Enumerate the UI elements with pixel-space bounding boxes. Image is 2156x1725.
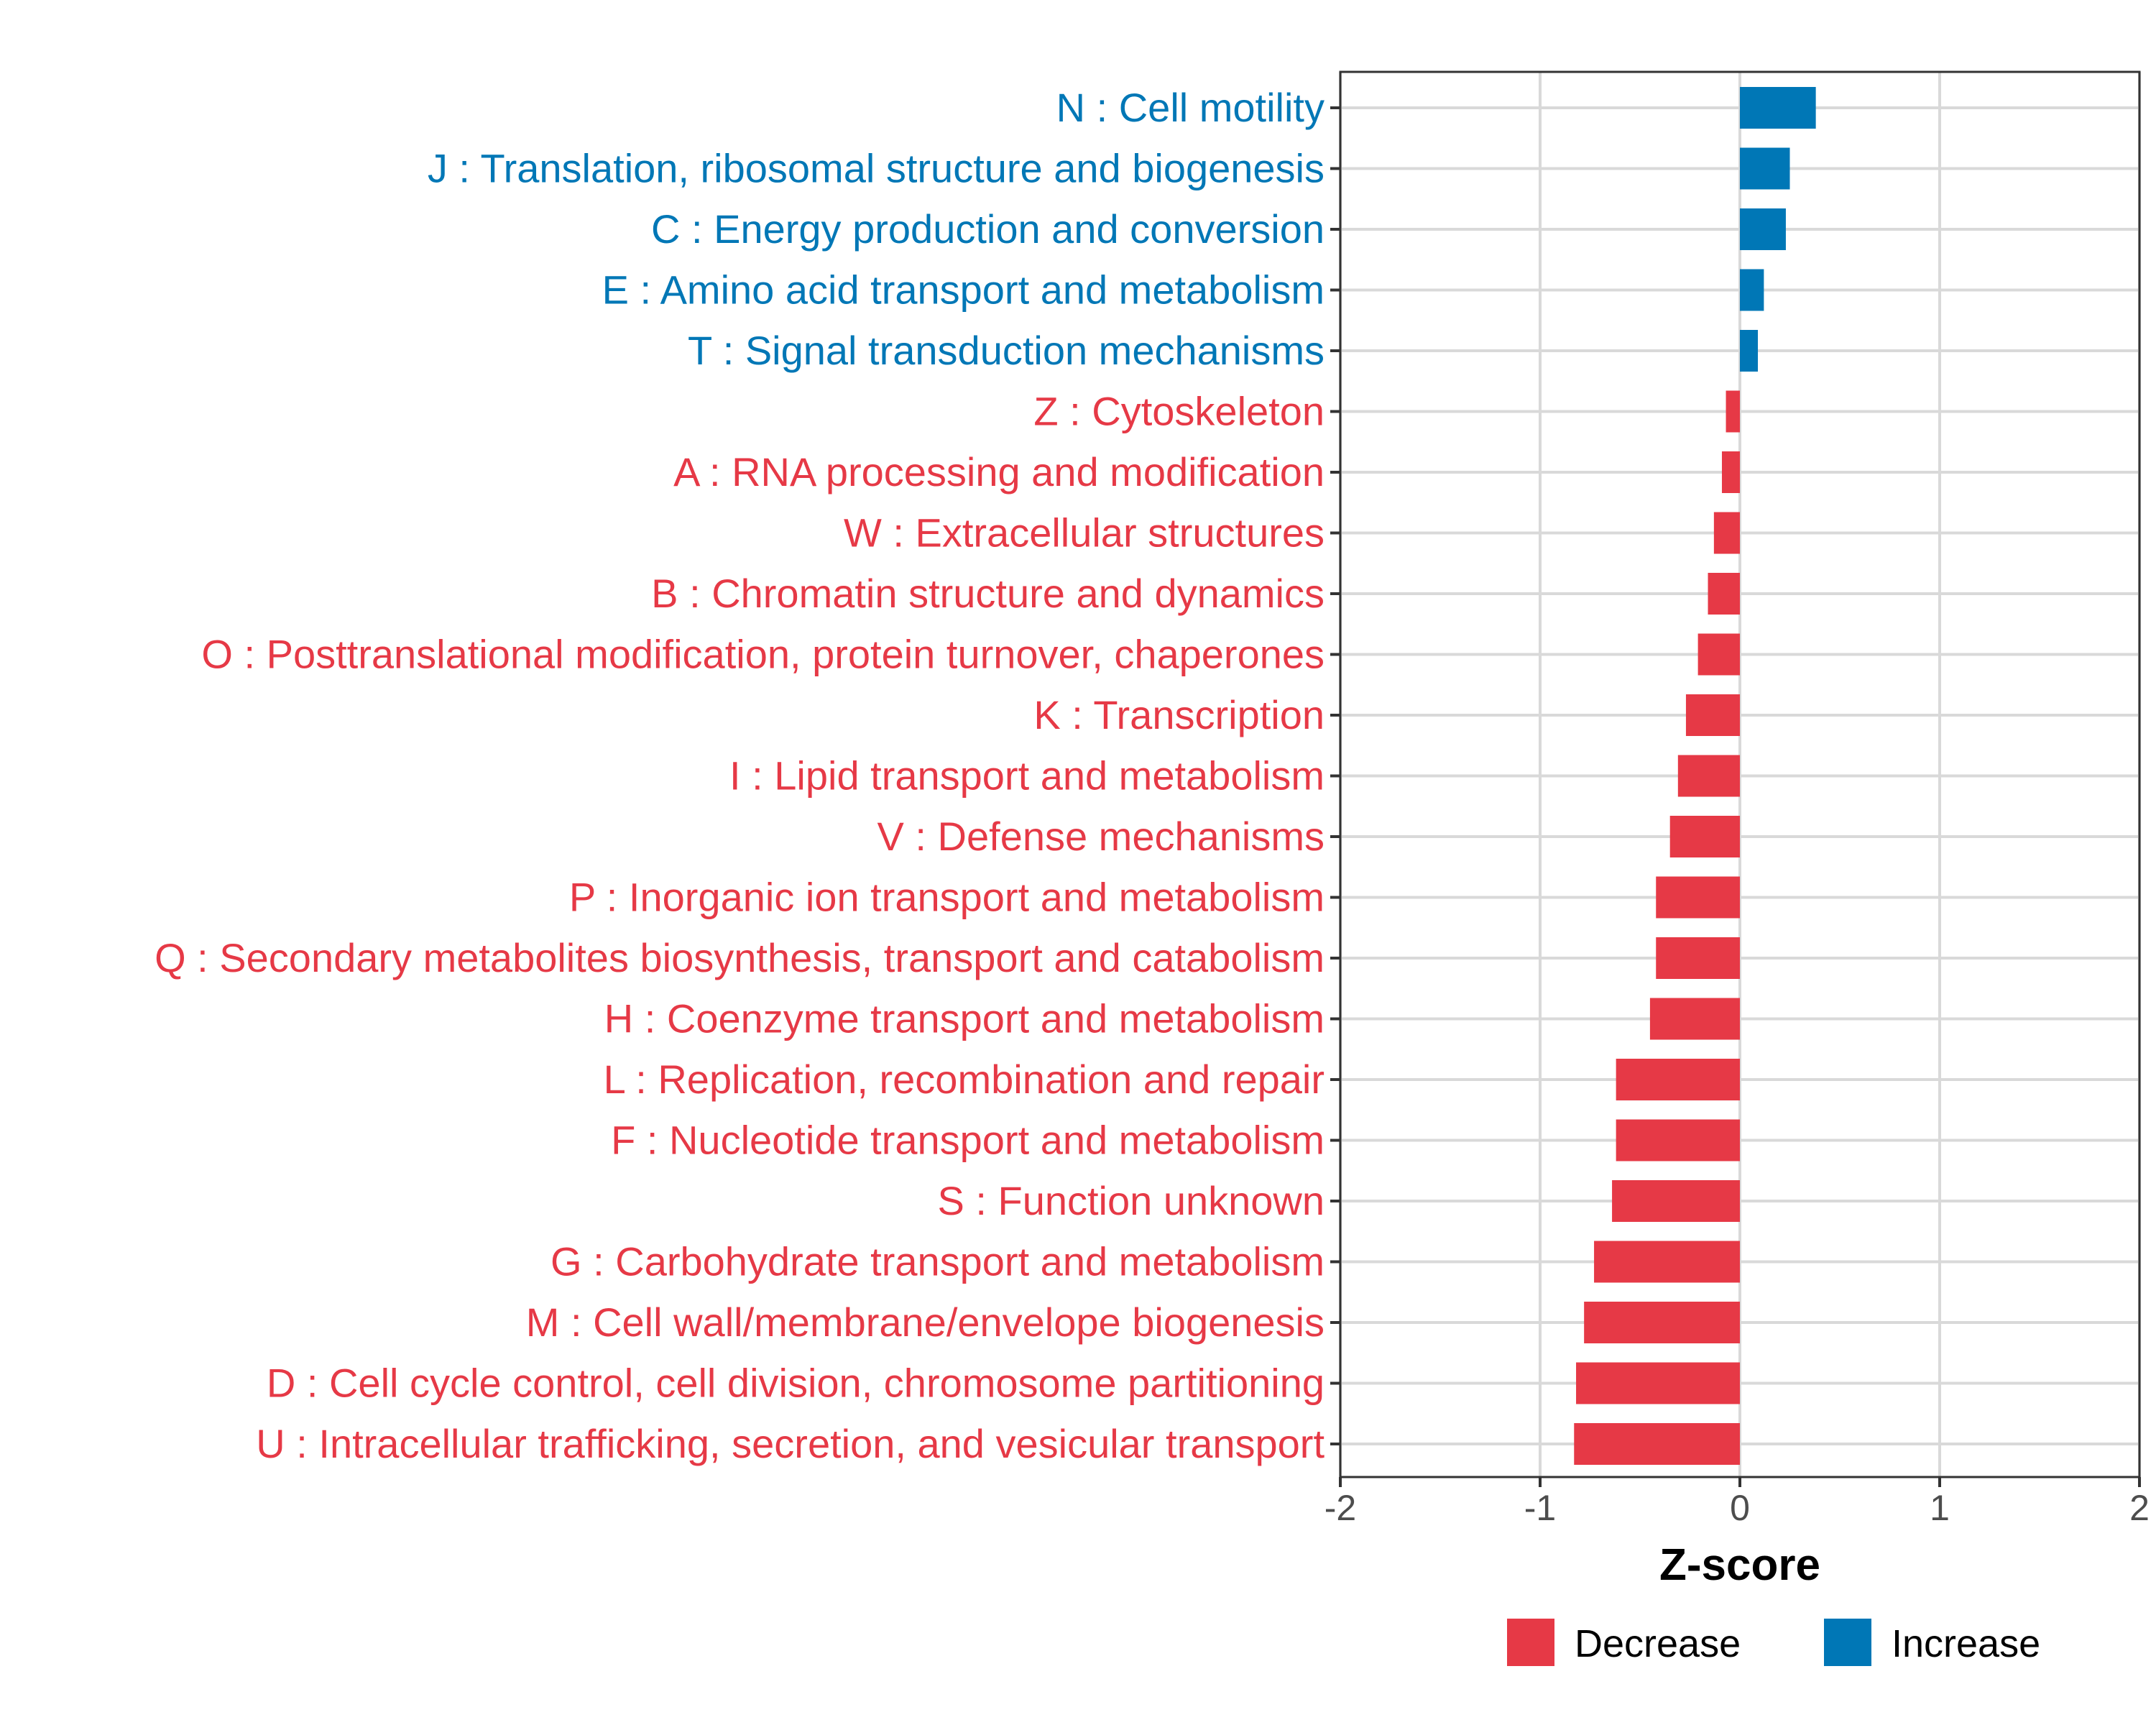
category-label: W : Extracellular structures: [844, 510, 1325, 556]
bar: [1713, 512, 1740, 554]
bar: [1740, 87, 1816, 129]
category-label: I : Lipid transport and metabolism: [729, 753, 1325, 799]
category-label: B : Chromatin structure and dynamics: [651, 571, 1325, 616]
legend-swatch: [1507, 1619, 1554, 1666]
bar: [1721, 451, 1740, 493]
bar: [1740, 269, 1764, 311]
legend: Decrease Increase: [1507, 1619, 2040, 1666]
bar: [1576, 1362, 1740, 1404]
bar: [1740, 330, 1759, 372]
category-label: Q : Secondary metabolites biosynthesis, …: [155, 935, 1325, 980]
category-label: A : RNA processing and modification: [673, 449, 1325, 494]
bars: [1574, 87, 1816, 1465]
category-label: K : Transcription: [1033, 692, 1325, 737]
x-tick-label: 0: [1730, 1488, 1750, 1528]
category-label: L : Replication, recombination and repai…: [604, 1057, 1325, 1102]
x-tick-label: -2: [1325, 1488, 1356, 1528]
category-label: P : Inorganic ion transport and metaboli…: [569, 875, 1325, 920]
category-label: N : Cell motility: [1056, 85, 1325, 130]
bar: [1685, 694, 1740, 736]
y-axis-ticks: [1330, 106, 1340, 1445]
category-label: J : Translation, ribosomal structure and…: [428, 146, 1325, 191]
legend-label: Increase: [1892, 1622, 2040, 1665]
category-label: V : Defense mechanisms: [877, 814, 1325, 859]
bar: [1616, 1059, 1740, 1100]
x-tick-label: 1: [1930, 1488, 1950, 1528]
x-axis-title: Z-score: [1659, 1540, 1820, 1590]
category-label: T : Signal transduction mechanisms: [688, 328, 1325, 373]
bar: [1656, 937, 1740, 979]
bar: [1574, 1423, 1740, 1465]
category-label: H : Coenzyme transport and metabolism: [604, 996, 1325, 1041]
bar: [1677, 755, 1740, 797]
bar: [1594, 1241, 1740, 1283]
bar: [1740, 147, 1790, 190]
x-tick-label: -1: [1524, 1488, 1556, 1528]
bar: [1697, 633, 1740, 676]
bar: [1669, 816, 1740, 857]
bar: [1584, 1302, 1740, 1343]
bar: [1649, 998, 1740, 1040]
category-label: Z : Cytoskeleton: [1033, 389, 1325, 434]
bar: [1656, 876, 1740, 919]
category-label: D : Cell cycle control, cell division, c…: [267, 1361, 1325, 1406]
category-label: O : Posttranslational modification, prot…: [201, 632, 1325, 677]
y-axis-labels: N : Cell motility J : Translation, riboso…: [155, 85, 1325, 1466]
category-label: F : Nucleotide transport and metabolism: [611, 1118, 1325, 1163]
category-label: S : Function unknown: [937, 1178, 1325, 1223]
category-label: E : Amino acid transport and metabolism: [602, 267, 1325, 313]
bar: [1740, 208, 1786, 250]
bar: [1726, 390, 1740, 433]
legend-label: Decrease: [1575, 1622, 1741, 1665]
bar: [1708, 573, 1740, 615]
legend-swatch: [1824, 1619, 1871, 1666]
category-label: C : Energy production and conversion: [651, 206, 1325, 252]
x-axis-ticks: [1339, 1477, 2141, 1487]
bar: [1616, 1119, 1740, 1162]
x-tick-label: 2: [2129, 1488, 2150, 1528]
category-label: M : Cell wall/membrane/envelope biogenes…: [526, 1300, 1325, 1345]
bar: [1612, 1180, 1740, 1222]
category-label: U : Intracellular trafficking, secretion…: [256, 1421, 1325, 1466]
x-axis-tick-labels: -2 -1 0 1 2: [1325, 1488, 2150, 1528]
category-label: G : Carbohydrate transport and metabolis…: [550, 1239, 1325, 1284]
